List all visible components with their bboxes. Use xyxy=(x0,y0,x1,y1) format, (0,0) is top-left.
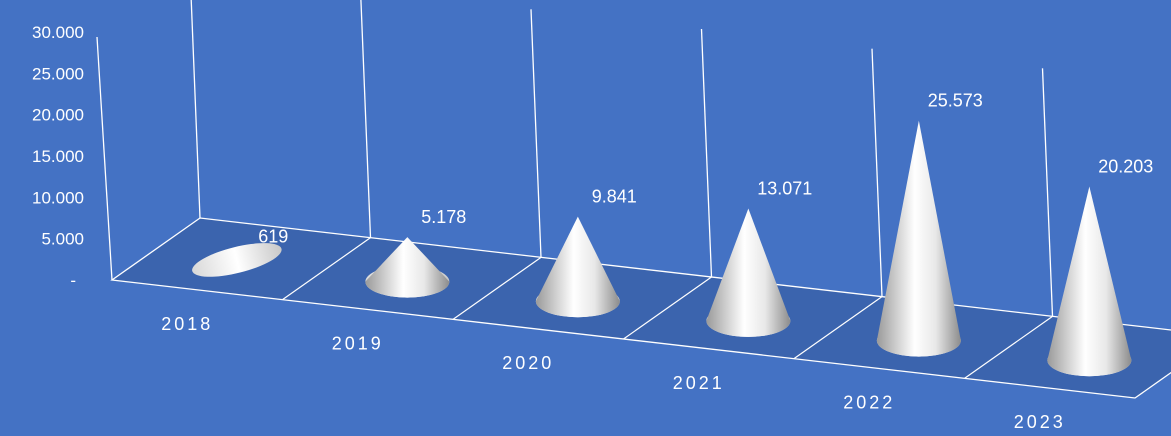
cone-bar-2023 xyxy=(1047,186,1132,377)
x-tick-label: 2023 xyxy=(1014,412,1066,431)
cone-bar-2021 xyxy=(706,208,791,337)
cone-body xyxy=(876,120,961,357)
y-tick-label: 5.000 xyxy=(41,230,84,249)
y-tick-label: 25.000 xyxy=(32,64,84,83)
vertical-gridline xyxy=(700,28,713,278)
data-label: 9.841 xyxy=(592,187,637,207)
data-label: 619 xyxy=(258,227,288,247)
floor-divider-line xyxy=(452,256,542,320)
cone-body xyxy=(365,237,450,298)
cone-bar-2019 xyxy=(365,237,450,298)
cone-body xyxy=(706,208,791,337)
vertical-gridline xyxy=(530,9,542,258)
floor-divider-line xyxy=(282,237,371,301)
cone-bar-2022 xyxy=(876,120,961,357)
x-tick-label: 2019 xyxy=(332,334,384,354)
x-tick-label: 2018 xyxy=(161,314,213,334)
y-tick-label: 20.000 xyxy=(32,106,84,125)
cone-body xyxy=(1047,186,1132,377)
cone-bar-2020 xyxy=(535,216,620,318)
cone-base xyxy=(192,243,282,277)
floor-divider-line xyxy=(964,315,1053,379)
y-tick-label: 15.000 xyxy=(32,147,84,166)
data-label: 20.203 xyxy=(1098,157,1153,177)
y-tick-label: - xyxy=(70,271,76,290)
data-label: 25.573 xyxy=(928,91,983,111)
y-axis-line xyxy=(96,36,113,281)
vertical-gridline xyxy=(360,0,372,238)
cone-bar-2018 xyxy=(192,243,282,277)
vertical-gridline xyxy=(871,48,883,297)
x-tick-label: 2020 xyxy=(502,353,554,373)
y-tick-label: 10.000 xyxy=(32,188,84,207)
cone-body xyxy=(535,216,620,318)
x-tick-label: 2021 xyxy=(673,373,725,393)
x-tick-label: 2022 xyxy=(843,393,895,413)
floor-divider-line xyxy=(623,276,712,340)
data-label: 5.178 xyxy=(421,207,466,227)
vertical-gridline xyxy=(190,0,201,219)
floor-divider-line xyxy=(793,296,883,360)
data-label: 13.071 xyxy=(757,179,812,199)
y-tick-label: 30.000 xyxy=(32,23,84,42)
vertical-gridline xyxy=(1041,68,1054,317)
